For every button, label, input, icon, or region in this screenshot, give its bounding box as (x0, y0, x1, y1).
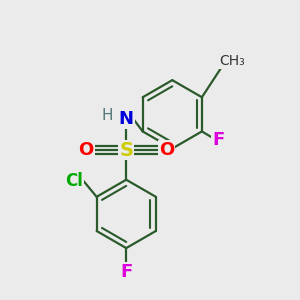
Text: H: H (101, 108, 113, 123)
Text: O: O (79, 141, 94, 159)
Text: F: F (120, 263, 132, 281)
Text: Cl: Cl (65, 172, 83, 190)
Text: F: F (212, 130, 224, 148)
Text: N: N (119, 110, 134, 128)
Text: CH₃: CH₃ (219, 54, 244, 68)
Text: S: S (119, 140, 133, 160)
Text: O: O (159, 141, 174, 159)
